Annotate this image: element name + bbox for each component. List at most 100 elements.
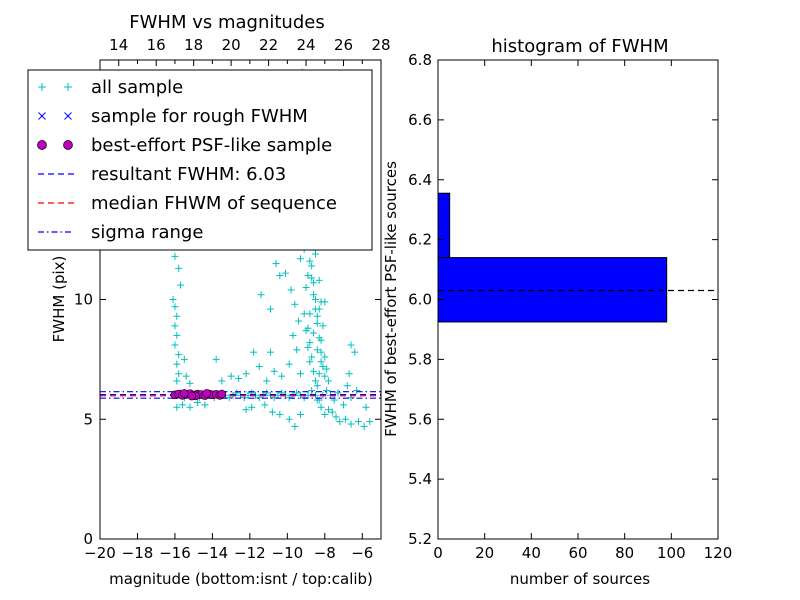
left-y-axis-label: FWHM (pix) xyxy=(50,256,68,343)
all-sample-point xyxy=(296,410,304,418)
all-sample-point xyxy=(321,410,329,418)
y-tick-label: 6.6 xyxy=(408,111,432,129)
all-sample-point xyxy=(287,286,295,294)
top-tick-label: 16 xyxy=(147,36,166,54)
all-sample-point xyxy=(306,310,314,318)
all-sample-point xyxy=(276,410,284,418)
all-sample-point xyxy=(310,367,318,375)
all-sample-point xyxy=(295,317,303,325)
all-sample-point xyxy=(171,303,179,311)
histogram-bar xyxy=(437,192,451,259)
x-tick-label: 20 xyxy=(475,544,494,562)
all-sample-point xyxy=(293,389,301,397)
right-y-axis-label: FWHM of best-effort PSF-like sources xyxy=(382,161,400,437)
y-tick-label: 5.8 xyxy=(408,350,432,368)
legend-item: all sample xyxy=(38,77,183,98)
left-x-ticks: −20 −18 −16 −14 −12 −10 −8 −6 xyxy=(84,60,373,562)
right-x-axis-label: number of sources xyxy=(510,570,650,588)
all-sample-point xyxy=(268,408,276,416)
all-sample-point xyxy=(317,403,325,411)
all-sample-point xyxy=(313,346,321,354)
all-sample-point xyxy=(321,372,329,380)
all-sample-point xyxy=(317,336,325,344)
all-sample-point xyxy=(321,353,329,361)
all-sample-point xyxy=(306,339,314,347)
all-sample-point xyxy=(360,422,368,430)
all-sample-point xyxy=(306,257,314,265)
all-sample-point xyxy=(313,319,321,327)
x-tick-label: 100 xyxy=(657,544,686,562)
all-sample-point xyxy=(285,415,293,423)
legend-item: resultant FWHM: 6.03 xyxy=(38,164,286,185)
all-sample-point xyxy=(308,387,316,395)
right-y-ticks: 5.2 5.4 5.6 5.8 6.0 6.2 6.4 6.6 6.8 xyxy=(408,51,718,548)
all-sample-point xyxy=(310,279,318,287)
all-sample-point xyxy=(255,363,263,371)
all-sample-point xyxy=(201,401,209,409)
all-sample-point xyxy=(347,341,355,349)
all-sample-point xyxy=(233,389,241,397)
left-chart-title: FWHM vs magnitudes xyxy=(129,12,324,33)
all-sample-point xyxy=(175,370,183,378)
legend-item: best-effort PSF-like sample xyxy=(37,135,332,156)
all-sample-point xyxy=(263,377,271,385)
all-sample-point xyxy=(171,252,179,260)
all-sample-point xyxy=(313,312,321,320)
all-sample-point xyxy=(308,353,316,361)
histogram-bar xyxy=(437,257,668,323)
all-sample-point xyxy=(255,394,263,402)
all-sample-point xyxy=(173,360,181,368)
all-sample-point xyxy=(171,322,179,330)
all-sample-point xyxy=(353,387,361,395)
y-tick-label: 5 xyxy=(83,410,93,428)
legend-label: all sample xyxy=(91,77,183,98)
all-sample-point xyxy=(281,269,289,277)
x-tick-label: −18 xyxy=(122,544,154,562)
legend-label: best-effort PSF-like sample xyxy=(91,135,332,156)
all-sample-point xyxy=(325,377,333,385)
legend-label: sample for rough FWHM xyxy=(91,106,308,127)
all-sample-point xyxy=(272,260,280,268)
all-sample-point xyxy=(323,365,331,373)
all-sample-point xyxy=(304,272,312,280)
top-tick-label: 18 xyxy=(184,36,203,54)
all-sample-point xyxy=(186,403,194,411)
all-sample-point xyxy=(169,296,177,303)
legend-label: resultant FWHM: 6.03 xyxy=(91,164,286,185)
y-tick-label: 5.4 xyxy=(408,470,432,488)
y-tick-label: 0 xyxy=(83,530,93,548)
y-tick-label: 6.2 xyxy=(408,231,432,249)
left-y-ticks: 0 5 10 xyxy=(74,291,381,548)
all-sample-point xyxy=(347,420,355,428)
all-sample-point xyxy=(304,343,312,351)
all-sample-point xyxy=(323,387,331,395)
all-sample-point xyxy=(319,363,327,371)
left-x-axis-label: magnitude (bottom:isnt / top:calib) xyxy=(109,570,373,588)
all-sample-point xyxy=(311,377,319,385)
top-tick-label: 20 xyxy=(222,36,241,54)
all-sample-point xyxy=(173,377,181,385)
all-sample-point xyxy=(345,370,353,378)
all-sample-point xyxy=(173,403,181,411)
all-sample-point xyxy=(180,355,188,363)
y-tick-label: 10 xyxy=(74,291,93,309)
all-sample-point xyxy=(325,406,333,414)
right-histogram-panel: histogram of FWHM 0 20 40 60 80 100 120 5.2 5.4… xyxy=(382,36,732,588)
legend-box xyxy=(27,69,373,251)
all-sample-point xyxy=(193,398,201,406)
all-sample-point xyxy=(285,360,293,368)
legend-item: median FHWM of sequence xyxy=(38,193,337,214)
all-sample-point xyxy=(308,262,316,270)
x-tick-label: 40 xyxy=(522,544,541,562)
legend-label: median FHWM of sequence xyxy=(91,193,337,214)
psf-sample-point xyxy=(187,391,197,401)
all-sample-point xyxy=(186,379,194,387)
x-tick-label: −8 xyxy=(314,544,336,562)
all-sample-point xyxy=(242,406,250,414)
all-sample-point xyxy=(250,348,258,356)
top-tick-label: 24 xyxy=(297,36,316,54)
all-sample-point xyxy=(289,331,297,339)
all-sample-point xyxy=(332,413,340,421)
x-tick-label: −16 xyxy=(159,544,191,562)
